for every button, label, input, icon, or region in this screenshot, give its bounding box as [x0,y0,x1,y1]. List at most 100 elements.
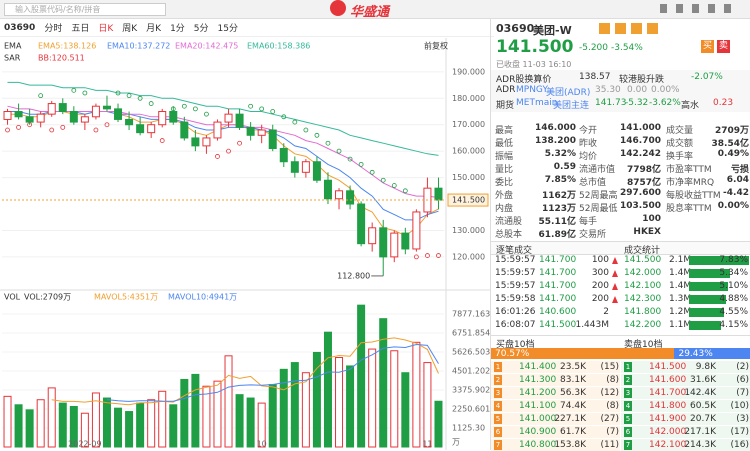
stat-label: 股息率TTM [666,204,712,214]
vol-title: VOL [4,293,21,302]
stat-value: 55.11亿 [538,217,576,227]
candle-body [47,103,56,115]
sar-dot [358,161,364,167]
trade-volume: 200 [591,294,609,304]
candle-body [246,126,255,136]
stat-value: 0.49% [717,149,749,159]
y-tick-label: 180.000 [452,94,485,103]
volume-bar [191,373,200,448]
candle-body [180,121,189,139]
book-header: 买盘10档 卖盘10档 [491,335,750,350]
stat-label: 成交额 [666,139,694,149]
book-count: (8) [606,401,619,411]
adr-cell: -5.32 [625,98,649,108]
legend-item: MAVOL10:4941万 [168,293,237,302]
level: 1 [494,362,502,372]
adr-cell: -3.62% [649,98,681,108]
sar-dot [336,148,342,154]
book-row [621,439,750,451]
book-price: 141.500 [649,362,687,372]
candle-body [3,111,12,120]
stat-value: 2709万 [714,126,749,136]
book-size: 23.5K [560,362,586,372]
y-tick-label: 1125.30 [452,423,485,432]
toolbar-item[interactable]: 日K [98,24,114,34]
toolbar-item[interactable]: 五日 [71,24,90,34]
volume-bar [246,397,255,448]
candle-body [125,118,134,126]
candle-body [158,111,167,126]
level: 3 [624,388,632,398]
stat-value: -4.42 [723,188,749,198]
top-bar: 输入股票代码/名称/拼音 华盛通 [0,0,750,20]
toolbar-item[interactable]: 1分 [170,24,185,34]
toolbar-item[interactable]: 周K [122,24,138,34]
toolbar-item[interactable]: 分时 [44,24,63,34]
stat-value: 1123万 [541,204,576,214]
search-box[interactable]: 输入股票代码/名称/拼音 [4,3,166,16]
book-size: 31.6K [690,375,716,385]
toolbar-item[interactable]: 15分 [217,24,238,34]
stat-value: 146.000 [535,123,576,133]
book-price: 142.100 [649,440,687,450]
adr-cell: 138.57 [579,72,611,82]
stats-title: 成交统计 [624,246,661,256]
volume-bar [257,402,266,448]
sar-dot [292,119,298,125]
toolbar-item[interactable]: 5分 [193,24,209,34]
trade-price: 141.700 [539,281,577,291]
volume-bar [312,351,321,448]
volume-bar [213,380,222,448]
volume-bar [36,399,45,448]
ask-title: 卖盘10档 [624,340,663,350]
stats: 最高 146.000 今开 141.000 成交量 2709万 最低 138.200 昨收 146… [491,123,750,243]
book-count: (17) [730,427,749,437]
book-row [621,426,750,438]
stat-value: 38.54亿 [711,139,749,149]
ema-line [7,105,439,198]
sar-dot [347,156,353,162]
logo-icon [330,0,346,16]
toolbar: 03690 分时 五日 日K 周K 月K 1分 5分 15分 [0,19,494,37]
stat-price: 141.800 [624,307,662,317]
volume-bar [102,397,111,448]
candle-body [25,116,34,123]
stat-label: 外盘 [495,191,514,201]
book-count: (12) [600,388,619,398]
book-row [491,413,620,425]
stat-label: 最高 [495,126,514,136]
arrow [612,283,618,290]
legend-item: EMA5:138.126 [38,42,96,51]
book-count: (15) [600,362,619,372]
legend-item: EMA10:137.272 [107,42,170,51]
volume-bar [169,404,178,448]
bid-ratio-bar [491,348,675,359]
sar-dot [281,114,287,120]
book-price: 141.100 [519,401,557,411]
stat-label: 52周最低 [579,204,618,214]
sell-button[interactable]: 卖 [717,40,730,53]
book-count: (3) [736,414,749,424]
stat-bar [689,282,729,291]
adr-cell: 较港股升跌 [619,75,665,85]
stat-value: 142.242 [620,149,661,159]
adr-cell: METmain [516,98,558,108]
candle-body [268,129,277,150]
candle-body [169,111,178,123]
window-controls[interactable] [660,4,740,13]
adr-cell: 35.30 [595,85,621,95]
stat-label: 交易所 [579,230,607,240]
candle-body [257,129,266,136]
book-row [491,361,620,373]
stat-label: 总股本 [495,230,523,240]
toolbar-item[interactable]: 月K [146,24,162,34]
stat-label: 换手率 [666,152,694,162]
sar-dot [38,93,44,99]
trade-time: 15:59:57 [495,281,536,291]
volume-bar [202,385,211,448]
buy-button[interactable]: 买 [701,40,714,53]
book-row [621,361,750,373]
sar-dot [325,140,331,146]
stat-value: 1162万 [541,191,576,201]
